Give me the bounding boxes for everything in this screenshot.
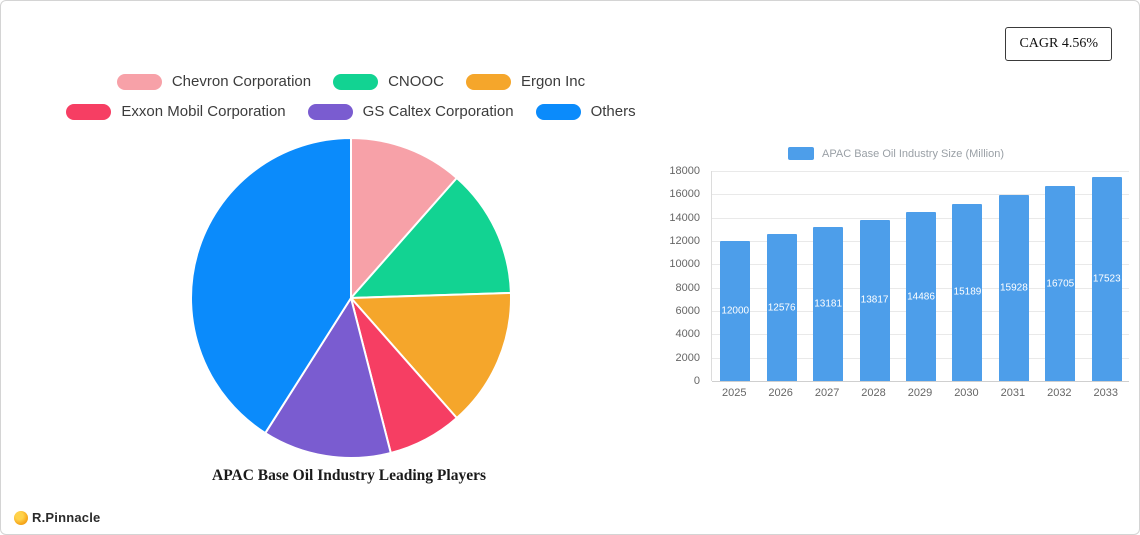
x-tick-label: 2029 [907,387,933,399]
brand: R.Pinnacle [14,510,100,525]
x-tick-label: 2026 [768,387,793,399]
bar-legend[interactable]: APAC Base Oil Industry Size (Million) [656,147,1136,160]
bar-2029: 14486 [906,212,936,381]
pie-slice-1 [350,176,512,299]
bar-2025: 12000 [720,241,751,381]
y-tick-label: 6000 [675,305,700,317]
x-tick-label: 2031 [1000,387,1026,399]
legend-swatch [116,73,162,90]
legend-swatch [333,73,379,90]
pie-legend-item-5[interactable]: Others [535,103,636,120]
legend-swatch [535,103,581,120]
bar-legend-swatch [788,147,815,160]
x-tick-label: 2030 [954,387,979,399]
y-tick-label: 0 [693,375,700,387]
legend-label: GS Caltex Corporation [362,103,514,120]
bar-legend-label: APAC Base Oil Industry Size (Million) [822,147,1004,160]
cagr-badge: CAGR 4.56% [1005,27,1112,61]
pie-legend: Chevron Corporation CNOOC Ergon Inc Exxon M… [21,73,681,120]
x-tick-label: 2028 [861,387,886,399]
y-tick-label: 2000 [675,351,700,364]
bar-value-label: 17523 [1092,273,1121,285]
bar-2031: 15928 [998,195,1029,381]
bar-2032: 16705 [1045,186,1076,381]
gridline [712,194,1129,196]
pie-legend-item-0[interactable]: Chevron Corporation [116,73,312,90]
brand-label: R.Pinnacle [32,510,101,525]
y-tick-label: 18000 [669,165,700,177]
bar-2030: 15189 [952,203,983,381]
y-tick-label: 14000 [669,211,700,224]
y-tick-label: 16000 [669,188,700,201]
pie-slice-0 [350,137,458,299]
x-tick-label: 2033 [1093,387,1118,399]
y-tick-label: 10000 [669,258,700,271]
pie-slice-2 [350,291,512,420]
pie-legend-item-3[interactable]: Exxon Mobil Corporation [66,103,286,120]
bar-value-label: 14486 [907,291,935,302]
bar-value-label: 13181 [814,298,843,310]
bar-value-label: 12576 [767,302,796,314]
bar-value-label: 16705 [1046,278,1075,290]
pie-title: APAC Base Oil Industry Leading Players [212,467,486,484]
bar-plot: 12000 12576 13181 13817 14486 15189 15928 16705… [711,171,1129,382]
legend-label: Ergon Inc [520,73,586,90]
brand-logo-icon [14,510,28,525]
gridline [712,381,1129,382]
bar-value-label: 15928 [999,282,1028,294]
pie-chart [190,137,512,459]
bar-value-label: 13817 [860,294,889,306]
bar-2028: 13817 [859,219,890,381]
y-tick-label: 4000 [675,328,700,341]
bar-value-label: 12000 [721,305,750,317]
y-tick-label: 8000 [675,281,700,294]
bar-2026: 12576 [766,234,797,381]
bar-2027: 13181 [813,227,844,381]
x-tick-label: 2032 [1047,387,1072,399]
gridline [712,171,1129,172]
legend-label: Exxon Mobil Corporation [121,103,286,120]
legend-label: Others [590,103,636,120]
bar-value-label: 15189 [953,286,982,298]
legend-swatch [307,103,353,120]
legend-label: CNOOC [388,73,444,90]
pie-slice-4 [264,297,392,459]
pie-slice-5 [190,137,352,435]
bar-y-axis: 0 2000 4000 6000 8000 10000 12000 14000 16000 180… [656,165,706,387]
legend-label: Chevron Corporation [171,73,312,90]
x-tick-label: 2027 [814,387,840,399]
legend-swatch [66,103,112,120]
bar-x-axis: 2025 2026 2027 2028 2029 2030 2031 2032 2033 [711,387,1129,403]
legend-swatch [465,73,511,90]
pie-legend-item-2[interactable]: Ergon Inc [465,73,586,90]
bar-2033: 17523 [1091,176,1122,381]
pie-legend-item-4[interactable]: GS Caltex Corporation [307,103,514,120]
pie-legend-item-1[interactable]: CNOOC [333,73,444,90]
y-tick-label: 12000 [669,235,700,247]
x-tick-label: 2025 [721,387,747,399]
